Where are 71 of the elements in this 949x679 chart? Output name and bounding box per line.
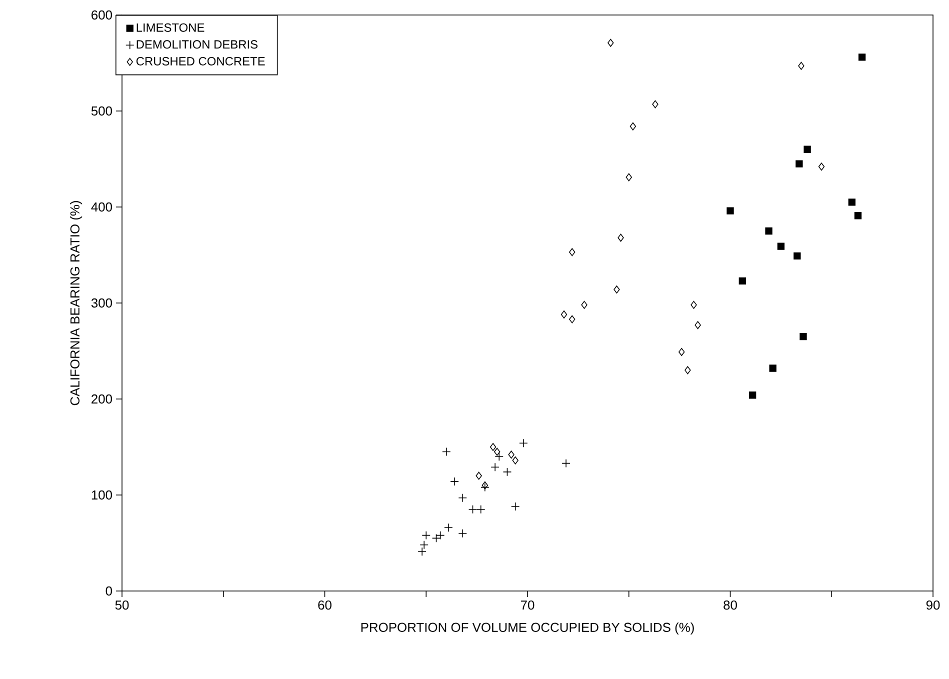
point <box>502 468 512 476</box>
y-tick-label: 400 <box>91 202 112 212</box>
point <box>618 234 624 242</box>
point <box>694 321 701 330</box>
point <box>512 456 518 464</box>
point <box>560 310 568 318</box>
point <box>508 450 514 459</box>
y-tick-label: 500 <box>91 106 112 116</box>
point <box>569 248 576 256</box>
point <box>818 162 825 171</box>
point <box>494 452 504 461</box>
y-tick-label: 100 <box>92 490 112 500</box>
point <box>494 448 500 456</box>
legend-label: DEMOLITION DEBRIS <box>136 40 258 49</box>
point <box>490 462 500 472</box>
point <box>608 38 614 47</box>
x-tick-label: 80 <box>724 600 737 610</box>
point <box>418 547 426 556</box>
point <box>490 443 496 451</box>
point <box>684 366 691 374</box>
point <box>748 392 756 399</box>
point <box>777 242 785 250</box>
point <box>804 146 811 153</box>
point <box>848 198 856 206</box>
point <box>794 252 801 260</box>
point <box>858 54 866 61</box>
point <box>480 482 490 492</box>
x-tick-label: 60 <box>318 600 332 610</box>
point <box>726 207 734 214</box>
point <box>458 529 468 538</box>
legend-label: LIMESTONE <box>136 23 204 32</box>
point <box>510 502 520 511</box>
point <box>468 505 478 514</box>
x-tick-label: 70 <box>520 600 534 610</box>
point <box>458 493 468 502</box>
point <box>444 523 453 532</box>
point <box>422 530 431 540</box>
point <box>519 438 528 448</box>
point <box>614 286 620 294</box>
y-axis-title: CALIFORNIA BEARING RATIO (%) <box>70 201 82 406</box>
point <box>569 315 576 324</box>
point <box>769 364 776 372</box>
point <box>800 333 807 340</box>
point <box>738 277 746 284</box>
point <box>450 477 459 486</box>
point <box>690 300 697 309</box>
point <box>476 472 482 480</box>
y-tick-label: 200 <box>92 394 112 404</box>
point <box>796 160 803 168</box>
point <box>476 505 486 514</box>
point <box>482 481 488 490</box>
point <box>436 530 445 540</box>
point <box>420 540 428 550</box>
point <box>854 212 862 220</box>
legend-label: CRUSHED CONCRETE <box>136 56 265 66</box>
x-tick-label: 90 <box>926 600 940 610</box>
point <box>581 300 588 309</box>
x-axis-title: PROPORTION OF VOLUME OCCUPIED BY SOLIDS (%) <box>361 622 694 635</box>
point <box>630 122 636 130</box>
point <box>562 458 570 468</box>
y-tick-label: 0 <box>106 586 112 596</box>
point <box>765 227 772 235</box>
point <box>652 100 658 108</box>
point <box>678 348 685 356</box>
point <box>798 62 804 70</box>
point <box>432 534 441 543</box>
y-tick-label: 300 <box>91 298 112 308</box>
point <box>626 173 632 182</box>
point <box>442 447 451 456</box>
y-tick-label: 600 <box>92 10 112 20</box>
x-tick-label: 50 <box>115 600 129 610</box>
